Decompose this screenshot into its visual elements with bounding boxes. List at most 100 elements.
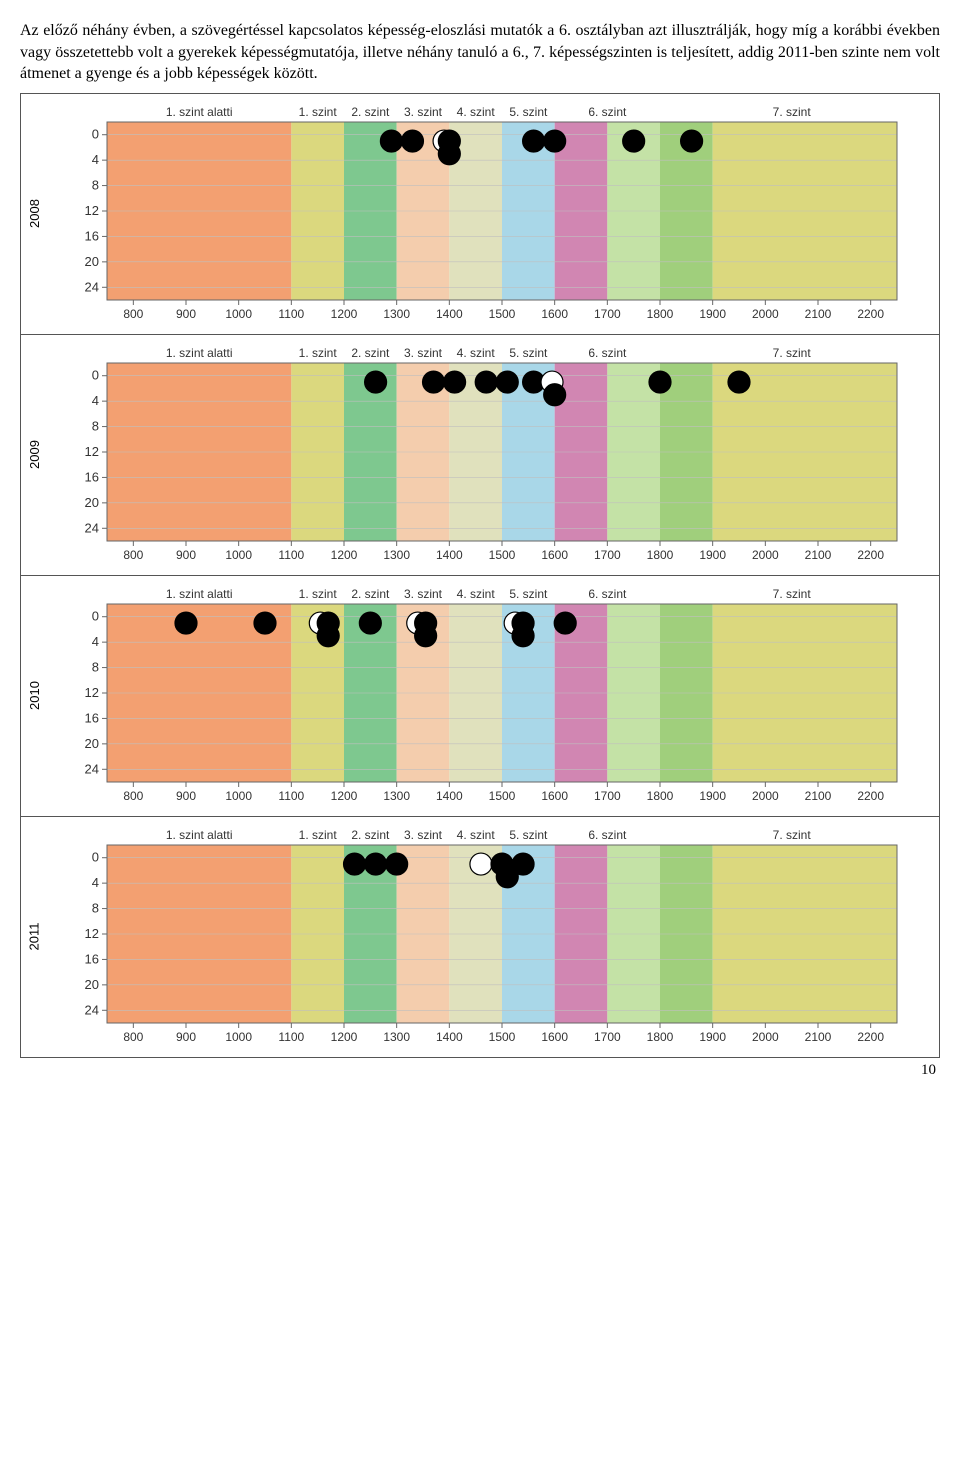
svg-text:1400: 1400: [436, 548, 463, 562]
data-point: [438, 143, 460, 165]
svg-text:1100: 1100: [278, 1030, 304, 1044]
plot-area: 0481216202480090010001100120013001400150…: [47, 817, 939, 1057]
data-point: [475, 371, 497, 393]
svg-text:8: 8: [92, 177, 99, 192]
svg-text:800: 800: [123, 1030, 143, 1044]
svg-text:24: 24: [85, 520, 99, 535]
svg-text:7. szint: 7. szint: [773, 587, 812, 601]
svg-text:1200: 1200: [331, 548, 358, 562]
data-point: [359, 612, 381, 634]
svg-text:1600: 1600: [541, 1030, 568, 1044]
svg-text:1700: 1700: [594, 307, 621, 321]
svg-text:2000: 2000: [752, 548, 779, 562]
svg-text:16: 16: [85, 710, 99, 725]
svg-text:6. szint: 6. szint: [588, 828, 627, 842]
svg-text:16: 16: [85, 228, 99, 243]
svg-text:800: 800: [123, 548, 143, 562]
svg-text:1. szint: 1. szint: [299, 828, 338, 842]
svg-text:8: 8: [92, 659, 99, 674]
data-point: [444, 371, 466, 393]
svg-text:12: 12: [85, 444, 99, 459]
svg-text:2200: 2200: [857, 789, 884, 803]
svg-text:1800: 1800: [647, 1030, 674, 1044]
svg-text:1000: 1000: [225, 1030, 252, 1044]
data-point: [470, 853, 492, 875]
svg-text:24: 24: [85, 1002, 99, 1017]
svg-text:1500: 1500: [489, 789, 516, 803]
svg-text:20: 20: [85, 495, 99, 510]
svg-text:2200: 2200: [857, 307, 884, 321]
svg-text:3. szint: 3. szint: [404, 346, 443, 360]
svg-text:2200: 2200: [857, 548, 884, 562]
charts-container: 2008 0 4 8 12 16 20 24 800 900 1000 1100 1200 1300 140…: [20, 93, 940, 1058]
svg-text:1. szint alatti: 1. szint alatti: [166, 828, 233, 842]
data-point: [423, 371, 445, 393]
svg-text:1300: 1300: [383, 789, 410, 803]
svg-text:1700: 1700: [594, 1030, 621, 1044]
svg-text:16: 16: [85, 951, 99, 966]
data-point: [380, 130, 402, 152]
svg-text:2100: 2100: [805, 1030, 832, 1044]
svg-text:24: 24: [85, 279, 99, 294]
svg-text:20: 20: [85, 254, 99, 269]
svg-text:4. szint: 4. szint: [457, 828, 496, 842]
svg-text:1800: 1800: [647, 307, 674, 321]
svg-text:12: 12: [85, 926, 99, 941]
svg-text:1800: 1800: [647, 789, 674, 803]
data-point: [401, 130, 423, 152]
data-point: [415, 625, 437, 647]
svg-text:7. szint: 7. szint: [773, 828, 812, 842]
svg-text:16: 16: [85, 469, 99, 484]
svg-text:1700: 1700: [594, 548, 621, 562]
svg-text:2100: 2100: [805, 307, 832, 321]
svg-text:800: 800: [123, 789, 143, 803]
svg-text:1700: 1700: [594, 789, 621, 803]
svg-text:1900: 1900: [699, 307, 726, 321]
svg-text:1400: 1400: [436, 1030, 463, 1044]
svg-text:1500: 1500: [489, 548, 516, 562]
data-point: [386, 853, 408, 875]
year-label: 2008: [21, 94, 47, 334]
data-point: [649, 371, 671, 393]
svg-text:800: 800: [123, 307, 143, 321]
svg-text:1600: 1600: [541, 307, 568, 321]
svg-text:7. szint: 7. szint: [773, 105, 812, 119]
svg-text:1. szint alatti: 1. szint alatti: [166, 587, 233, 601]
svg-text:1100: 1100: [278, 789, 304, 803]
svg-text:2200: 2200: [857, 1030, 884, 1044]
svg-text:1000: 1000: [225, 789, 252, 803]
svg-text:1. szint: 1. szint: [299, 346, 338, 360]
data-point: [344, 853, 366, 875]
svg-text:5. szint: 5. szint: [509, 587, 548, 601]
chart-panel: 2011048121620248009001000110012001300140…: [21, 817, 939, 1057]
svg-text:2. szint: 2. szint: [351, 587, 390, 601]
svg-text:1200: 1200: [331, 789, 358, 803]
svg-text:4. szint: 4. szint: [457, 587, 496, 601]
svg-text:6. szint: 6. szint: [588, 346, 627, 360]
data-point: [512, 853, 534, 875]
svg-text:2. szint: 2. szint: [351, 346, 390, 360]
svg-text:3. szint: 3. szint: [404, 105, 443, 119]
svg-text:7. szint: 7. szint: [773, 346, 812, 360]
svg-text:4: 4: [92, 875, 99, 890]
chart-panel: 2009048121620248009001000110012001300140…: [21, 335, 939, 576]
svg-text:8: 8: [92, 900, 99, 915]
svg-text:0: 0: [92, 849, 99, 864]
data-point: [523, 130, 545, 152]
svg-text:900: 900: [176, 1030, 196, 1044]
svg-text:1000: 1000: [225, 307, 252, 321]
svg-text:12: 12: [85, 203, 99, 218]
svg-text:6. szint: 6. szint: [588, 587, 627, 601]
plot-area: 0481216202480090010001100120013001400150…: [47, 94, 939, 334]
svg-text:2. szint: 2. szint: [351, 828, 390, 842]
svg-text:1100: 1100: [278, 307, 304, 321]
year-label: 2011: [21, 817, 47, 1057]
svg-text:4. szint: 4. szint: [457, 346, 496, 360]
svg-text:20: 20: [85, 736, 99, 751]
svg-text:1400: 1400: [436, 789, 463, 803]
svg-text:900: 900: [176, 307, 196, 321]
svg-text:20: 20: [85, 977, 99, 992]
svg-text:1100: 1100: [278, 548, 304, 562]
plot-area: 0481216202480090010001100120013001400150…: [47, 335, 939, 575]
svg-text:4: 4: [92, 152, 99, 167]
